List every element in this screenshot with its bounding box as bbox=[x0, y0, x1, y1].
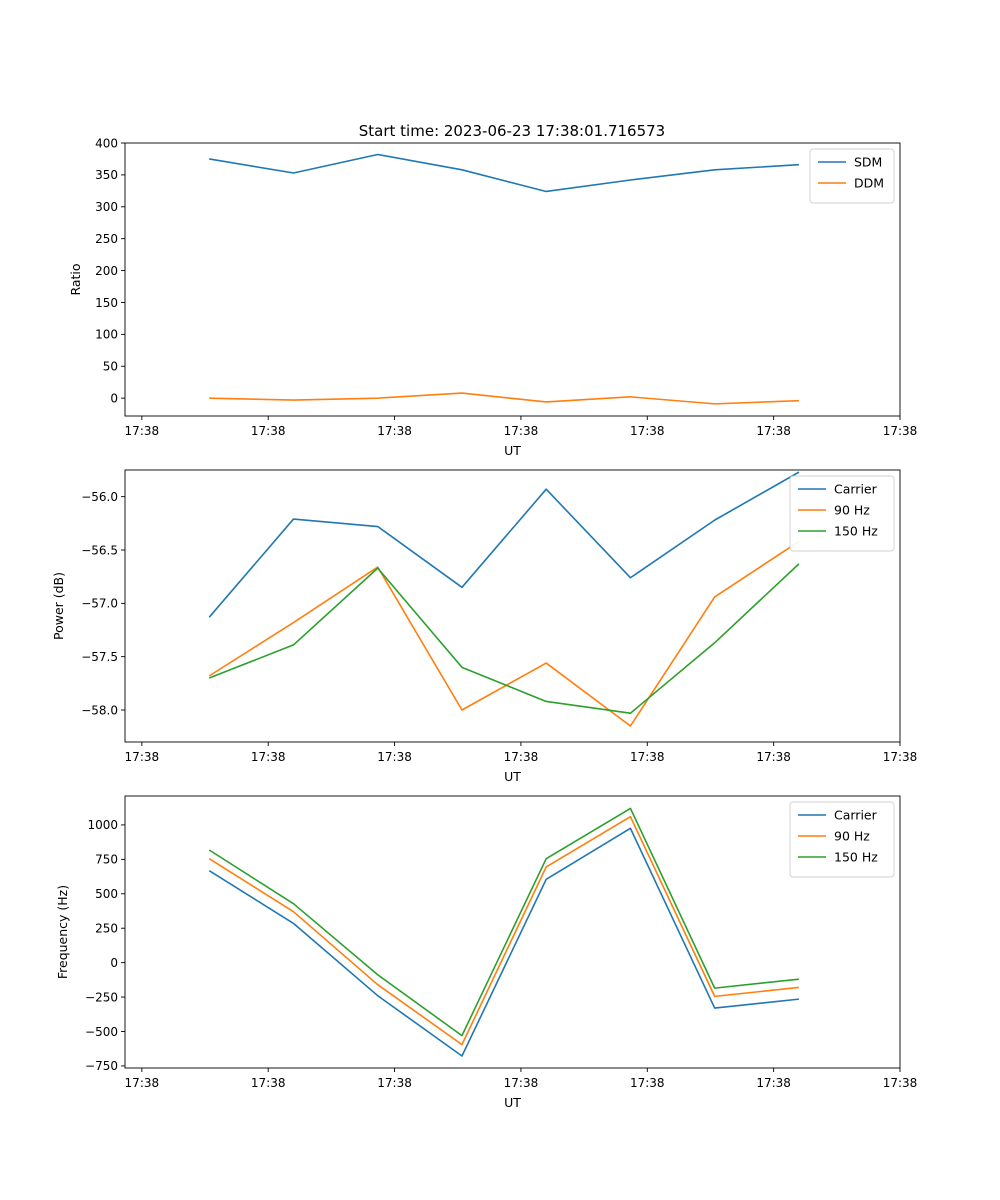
legend-label: 150 Hz bbox=[834, 850, 878, 865]
legend-box bbox=[789, 475, 895, 552]
y-tick-label: −750 bbox=[85, 1059, 118, 1073]
axes-frame bbox=[124, 469, 901, 743]
series-line-carrier bbox=[208, 471, 800, 618]
y-tick-label: 750 bbox=[95, 853, 118, 867]
subplot-1: 17:38 17:38 17:38 17:38 17:38 17:38 17:38 0 50 10… bbox=[68, 136, 917, 458]
x-tick-label: 17:38 bbox=[630, 750, 665, 764]
y-tick-label: 0 bbox=[110, 391, 118, 405]
x-tick-label: 17:38 bbox=[756, 1076, 791, 1090]
x-tick-label: 17:38 bbox=[756, 424, 791, 438]
y-tick-label: −500 bbox=[85, 1025, 118, 1039]
plots-container: 17:38 17:38 17:38 17:38 17:38 17:38 17:38 0 50 10… bbox=[51, 136, 917, 1110]
y-tick-label: 300 bbox=[95, 200, 118, 214]
y-tick-label: 200 bbox=[95, 264, 118, 278]
series-line-90-hz bbox=[208, 540, 800, 727]
legend-label: 150 Hz bbox=[834, 524, 878, 539]
y-tick-label: −57.5 bbox=[81, 650, 118, 664]
legend-label: DDM bbox=[854, 176, 884, 191]
x-tick-label: 17:38 bbox=[251, 424, 286, 438]
y-tick-label: 150 bbox=[95, 296, 118, 310]
y-tick-label: −56.5 bbox=[81, 543, 118, 557]
y-tick-label: 350 bbox=[95, 168, 118, 182]
y-tick-label: 500 bbox=[95, 887, 118, 901]
x-tick-label: 17:38 bbox=[377, 424, 412, 438]
x-tick-label: 17:38 bbox=[630, 1076, 665, 1090]
x-tick-label: 17:38 bbox=[377, 750, 412, 764]
y-tick-label: 250 bbox=[95, 922, 118, 936]
y-tick-label: 400 bbox=[95, 136, 118, 150]
x-tick-label: 17:38 bbox=[756, 750, 791, 764]
y-tick-label: 250 bbox=[95, 232, 118, 246]
legend-label: 90 Hz bbox=[834, 829, 870, 844]
x-tick-label: 17:38 bbox=[630, 424, 665, 438]
x-tick-label: 17:38 bbox=[504, 750, 539, 764]
x-tick-label: 17:38 bbox=[883, 424, 918, 438]
x-tick-label: 17:38 bbox=[125, 424, 160, 438]
y-axis-label: Frequency (Hz) bbox=[55, 885, 70, 979]
subplot-3: 17:38 17:38 17:38 17:38 17:38 17:38 17:38 −750 −… bbox=[55, 795, 918, 1110]
axes-frame bbox=[124, 142, 901, 417]
x-tick-label: 17:38 bbox=[504, 1076, 539, 1090]
y-tick-label: −250 bbox=[85, 990, 118, 1004]
series-line-150-hz bbox=[208, 563, 800, 715]
legend-box bbox=[789, 801, 895, 878]
legend-label: 90 Hz bbox=[834, 503, 870, 518]
y-axis-label: Ratio bbox=[68, 263, 83, 295]
x-tick-label: 17:38 bbox=[377, 1076, 412, 1090]
x-axis-label: UT bbox=[504, 1095, 521, 1110]
legend-label: SDM bbox=[854, 155, 882, 170]
series-line-ddm bbox=[209, 392, 799, 405]
x-tick-label: 17:38 bbox=[251, 1076, 286, 1090]
x-tick-label: 17:38 bbox=[125, 1076, 160, 1090]
y-tick-label: 50 bbox=[103, 360, 118, 374]
subplot-2: 17:38 17:38 17:38 17:38 17:38 17:38 17:38 −58.0… bbox=[51, 469, 918, 784]
legend: Carrier 90 Hz 150 Hz bbox=[789, 801, 895, 878]
series-line-150-hz bbox=[208, 807, 799, 1037]
legend: SDM DDM bbox=[809, 148, 895, 204]
y-axis-label: Power (dB) bbox=[51, 572, 66, 640]
series-line-carrier bbox=[208, 827, 799, 1057]
x-tick-label: 17:38 bbox=[883, 1076, 918, 1090]
legend-label: Carrier bbox=[834, 808, 878, 823]
y-tick-label: 0 bbox=[110, 956, 118, 970]
y-tick-label: −58.0 bbox=[81, 703, 118, 717]
y-tick-label: −57.0 bbox=[81, 597, 118, 611]
x-tick-label: 17:38 bbox=[504, 424, 539, 438]
x-axis-label: UT bbox=[504, 769, 521, 784]
y-tick-label: −56.0 bbox=[81, 490, 118, 504]
x-tick-label: 17:38 bbox=[251, 750, 286, 764]
y-tick-label: 100 bbox=[95, 328, 118, 342]
series-line-sdm bbox=[209, 153, 799, 193]
legend: Carrier 90 Hz 150 Hz bbox=[789, 475, 895, 552]
figure-title: Start time: 2023-06-23 17:38:01.716573 bbox=[359, 122, 665, 140]
y-tick-label: 1000 bbox=[87, 818, 118, 832]
x-axis-label: UT bbox=[504, 443, 521, 458]
x-tick-label: 17:38 bbox=[883, 750, 918, 764]
x-tick-label: 17:38 bbox=[125, 750, 160, 764]
legend-label: Carrier bbox=[834, 482, 878, 497]
axes-frame bbox=[124, 795, 901, 1069]
series-line-90-hz bbox=[208, 815, 799, 1046]
